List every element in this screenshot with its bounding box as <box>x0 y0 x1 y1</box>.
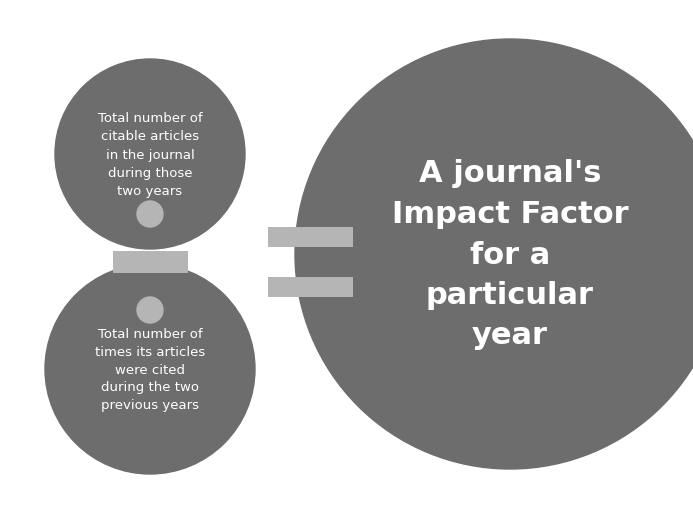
Text: A journal's
Impact Factor
for a
particular
year: A journal's Impact Factor for a particul… <box>392 159 629 350</box>
Circle shape <box>45 265 255 474</box>
Circle shape <box>295 40 693 469</box>
FancyBboxPatch shape <box>267 277 353 297</box>
FancyBboxPatch shape <box>267 228 353 247</box>
Text: Total number of
citable articles
in the journal
during those
two years: Total number of citable articles in the … <box>98 112 202 197</box>
FancyBboxPatch shape <box>112 251 188 274</box>
Circle shape <box>55 60 245 249</box>
Text: Total number of
times its articles
were cited
during the two
previous years: Total number of times its articles were … <box>95 327 205 412</box>
Circle shape <box>137 297 163 323</box>
Circle shape <box>137 201 163 228</box>
